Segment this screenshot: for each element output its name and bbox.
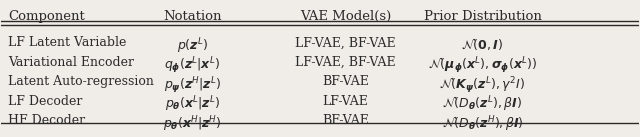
Text: Notation: Notation xyxy=(163,10,222,23)
Text: LF Decoder: LF Decoder xyxy=(8,95,82,108)
Text: LF Latent Variable: LF Latent Variable xyxy=(8,36,126,49)
Text: $\mathcal{N}(D_{\boldsymbol{\theta}}(\boldsymbol{z}^H), \beta \boldsymbol{I})$: $\mathcal{N}(D_{\boldsymbol{\theta}}(\bo… xyxy=(442,114,524,134)
Text: LF-VAE, BF-VAE: LF-VAE, BF-VAE xyxy=(295,36,396,49)
Text: $q_{\boldsymbol{\phi}}(\boldsymbol{z}^L|\boldsymbol{x}^L)$: $q_{\boldsymbol{\phi}}(\boldsymbol{z}^L|… xyxy=(164,56,221,76)
Text: $p_{\boldsymbol{\theta}}(\boldsymbol{x}^H|\boldsymbol{z}^H)$: $p_{\boldsymbol{\theta}}(\boldsymbol{x}^… xyxy=(163,114,222,134)
Text: Component: Component xyxy=(8,10,84,23)
Text: $p_{\boldsymbol{\theta}}(\boldsymbol{x}^L|\boldsymbol{z}^L)$: $p_{\boldsymbol{\theta}}(\boldsymbol{x}^… xyxy=(165,95,220,114)
Text: LF-VAE: LF-VAE xyxy=(323,95,369,108)
Text: VAE Model(s): VAE Model(s) xyxy=(300,10,391,23)
Text: Prior Distribution: Prior Distribution xyxy=(424,10,541,23)
Text: $p(\boldsymbol{z}^L)$: $p(\boldsymbol{z}^L)$ xyxy=(177,36,208,56)
Text: LF-VAE, BF-VAE: LF-VAE, BF-VAE xyxy=(295,56,396,69)
Text: HF Decoder: HF Decoder xyxy=(8,114,85,127)
Text: Variational Encoder: Variational Encoder xyxy=(8,56,134,69)
Text: $\mathcal{N}(D_{\boldsymbol{\theta}}(\boldsymbol{z}^L), \beta \boldsymbol{I})$: $\mathcal{N}(D_{\boldsymbol{\theta}}(\bo… xyxy=(442,95,522,114)
Text: Latent Auto-regression: Latent Auto-regression xyxy=(8,75,154,88)
Text: BF-VAE: BF-VAE xyxy=(322,114,369,127)
Text: BF-VAE: BF-VAE xyxy=(322,75,369,88)
Text: $\mathcal{N}(\boldsymbol{0}, \boldsymbol{I})$: $\mathcal{N}(\boldsymbol{0}, \boldsymbol… xyxy=(461,36,504,52)
Text: $\mathcal{N}(\boldsymbol{\mu}_{\boldsymbol{\phi}}(\boldsymbol{x}^L), \boldsymbol: $\mathcal{N}(\boldsymbol{\mu}_{\boldsymb… xyxy=(428,56,537,76)
Text: $\mathcal{N}(\boldsymbol{K}_{\boldsymbol{\psi}}(\boldsymbol{z}^L), \gamma^2 I)$: $\mathcal{N}(\boldsymbol{K}_{\boldsymbol… xyxy=(440,75,525,96)
Text: $p_{\boldsymbol{\psi}}(\boldsymbol{z}^H|\boldsymbol{z}^L)$: $p_{\boldsymbol{\psi}}(\boldsymbol{z}^H|… xyxy=(164,75,221,96)
